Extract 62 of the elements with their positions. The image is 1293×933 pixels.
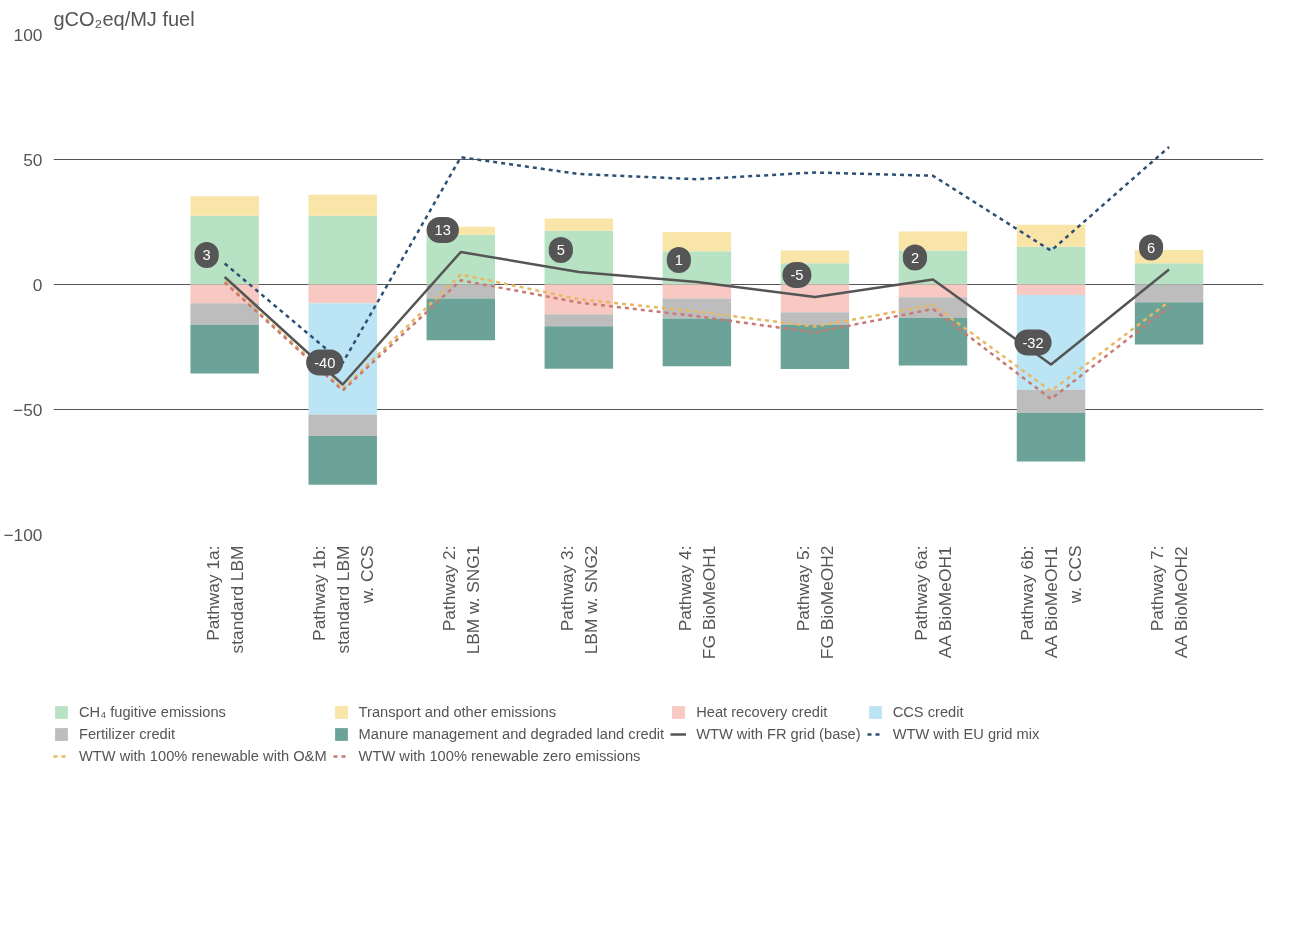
bar xyxy=(1134,302,1204,345)
y-tick-label: 0 xyxy=(32,274,43,295)
bar xyxy=(190,324,259,374)
x-tick-label: Pathway 5: FG BioMeOH2 xyxy=(792,545,837,660)
bar xyxy=(1134,284,1204,303)
legend-label: Transport and other emissions xyxy=(358,704,557,720)
bar xyxy=(308,414,377,436)
bar xyxy=(544,218,614,231)
bar xyxy=(1016,412,1086,462)
bar xyxy=(1016,389,1086,413)
x-tick-label: Pathway 6b: AA BioMeOH1 w. CCS xyxy=(1017,545,1086,659)
y-tick-label: 100 xyxy=(13,24,43,45)
bar xyxy=(544,326,614,369)
x-tick-label: Pathway 4: FG BioMeOH1 xyxy=(674,545,719,660)
bar xyxy=(898,231,968,251)
bar xyxy=(898,317,968,366)
y-tick-label: 50 xyxy=(23,149,43,170)
x-tick-label: Pathway 6a: AA BioMeOH1 xyxy=(910,545,955,659)
bar xyxy=(426,284,495,299)
y-tick-label: −50 xyxy=(13,399,43,420)
y-tick-label: −100 xyxy=(3,524,43,545)
data-label: 2 xyxy=(910,249,920,266)
bar xyxy=(308,284,377,304)
data-label: 3 xyxy=(202,247,211,263)
x-tick-label: Pathway 7: AA BioMeOH2 xyxy=(1147,545,1192,659)
bar xyxy=(662,318,732,367)
legend-label: Fertilizer credit xyxy=(79,726,176,742)
bar xyxy=(780,325,850,369)
bar xyxy=(780,250,850,264)
bar xyxy=(308,215,377,285)
data-label: 13 xyxy=(434,222,451,238)
bar xyxy=(190,303,259,325)
x-tick-label: Pathway 1b: standard LBM w. CCS xyxy=(308,545,377,654)
bar xyxy=(308,436,377,485)
x-tick-label: Pathway 3: LBM w. SNG2 xyxy=(556,545,601,655)
legend-label: Heat recovery credit xyxy=(696,704,828,720)
bar xyxy=(662,284,732,299)
bar xyxy=(1134,263,1204,285)
bar xyxy=(1016,224,1086,247)
data-label: -5 xyxy=(790,267,804,283)
data-label: -40 xyxy=(314,354,336,371)
x-tick-label: Pathway 1a: standard LBM xyxy=(202,545,247,654)
data-label: 1 xyxy=(674,252,683,268)
legend-label: WTW with 100% renewable zero emissions xyxy=(358,748,641,764)
data-label: 5 xyxy=(556,242,565,258)
bar xyxy=(308,194,377,216)
legend-label: CH₄ fugitive emissions xyxy=(79,704,226,720)
legend-label: WTW with 100% renewable with O&M xyxy=(79,748,327,764)
legend-label: WTW with EU grid mix xyxy=(892,726,1040,742)
bar xyxy=(1016,284,1086,295)
legend-label: Manure management and degraded land credit xyxy=(358,726,665,742)
legend-label: CCS credit xyxy=(892,704,964,720)
bar xyxy=(544,314,614,327)
legend-label: WTW with FR grid (base) xyxy=(696,726,861,742)
bar xyxy=(426,298,495,341)
data-label: -32 xyxy=(1022,334,1044,351)
bar xyxy=(662,232,732,252)
bar xyxy=(190,196,259,216)
bar xyxy=(1016,246,1086,285)
y-axis-title: gCO₂eq/MJ fuel xyxy=(53,7,195,30)
data-label: 6 xyxy=(1146,239,1156,256)
bar xyxy=(780,312,850,325)
